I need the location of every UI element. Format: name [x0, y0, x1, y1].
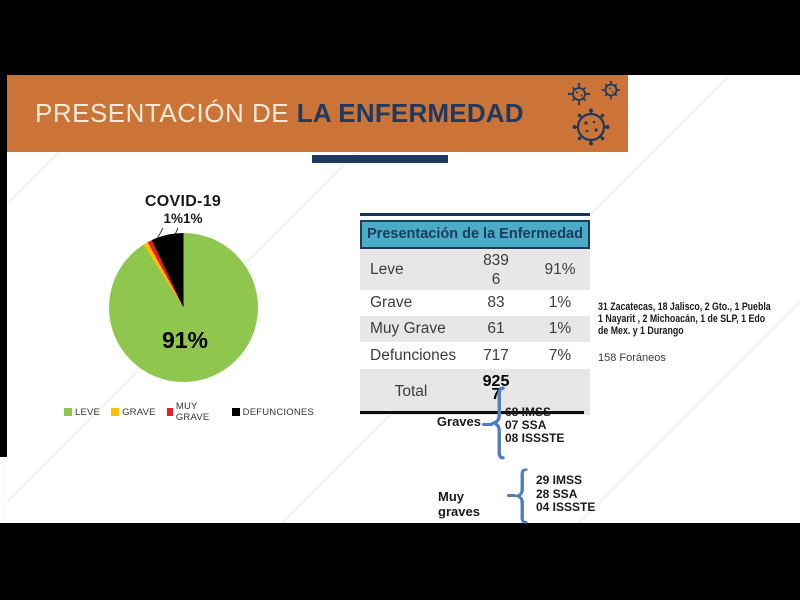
legend-swatch-grave	[111, 408, 120, 416]
graves-breakdown: 68 IMSS 07 SSA 08 ISSSTE	[505, 405, 565, 446]
muy-graves-brace	[514, 468, 528, 524]
table-header: Presentación de la Enfermedad	[360, 220, 590, 249]
banner-underline	[312, 155, 448, 163]
legend-swatch-muy-grave	[166, 408, 173, 416]
pie-legend: LEVE GRAVE MUY GRAVE DEFUNCIONES	[64, 401, 314, 423]
foraneos-note: 158 Foráneos	[598, 352, 666, 364]
virus-icon	[567, 81, 620, 146]
legend-swatch-leve	[64, 408, 72, 416]
table-row-defunciones: Defunciones 717 7%	[360, 342, 590, 369]
graves-dash	[482, 423, 493, 426]
legend-item-grave: GRAVE	[111, 407, 156, 418]
table-top-border	[360, 213, 590, 216]
slide-corner	[0, 457, 7, 523]
legend-item-muy-grave: MUY GRAVE	[166, 401, 221, 423]
table-row-total: Total 925 7	[360, 369, 590, 415]
page-title-light: PRESENTACIÓN DE	[35, 98, 297, 128]
graves-brace	[491, 386, 505, 460]
legend-item-leve: LEVE	[64, 407, 100, 418]
legend-item-defunciones: DEFUNCIONES	[231, 407, 314, 418]
disease-table: Presentación de la Enfermedad Leve 839 6…	[360, 213, 590, 415]
title-banner: PRESENTACIÓN DE LA ENFERMEDAD	[7, 75, 628, 152]
graves-label: Graves	[436, 414, 481, 429]
pie-chart	[109, 233, 258, 382]
muy-graves-label: Muy graves	[438, 489, 480, 519]
table-row-leve: Leve 839 6 91%	[360, 249, 590, 290]
pie-main-label: 91%	[161, 327, 209, 353]
table-row-grave: Grave 83 1%	[360, 290, 590, 316]
muy-graves-breakdown: 29 IMSS 28 SSA 04 ISSSTE	[536, 473, 596, 514]
pie-small-slice-labels: 1%1%	[163, 211, 203, 226]
pie-chart-title: COVID-19	[144, 193, 222, 210]
states-note-clip: 31 Zacatecas, 18 Jalisco, 2 Gto., 1 Pueb…	[598, 302, 800, 344]
page-title-bold: LA ENFERMEDAD	[296, 98, 524, 128]
table-bottom-border	[360, 411, 584, 414]
table-row-muy-grave: Muy Grave 61 1%	[360, 316, 590, 342]
states-note: 31 Zacatecas, 18 Jalisco, 2 Gto., 1 Pueb…	[598, 302, 771, 337]
legend-swatch-defunciones	[231, 408, 240, 416]
muy-graves-dash	[507, 494, 516, 497]
